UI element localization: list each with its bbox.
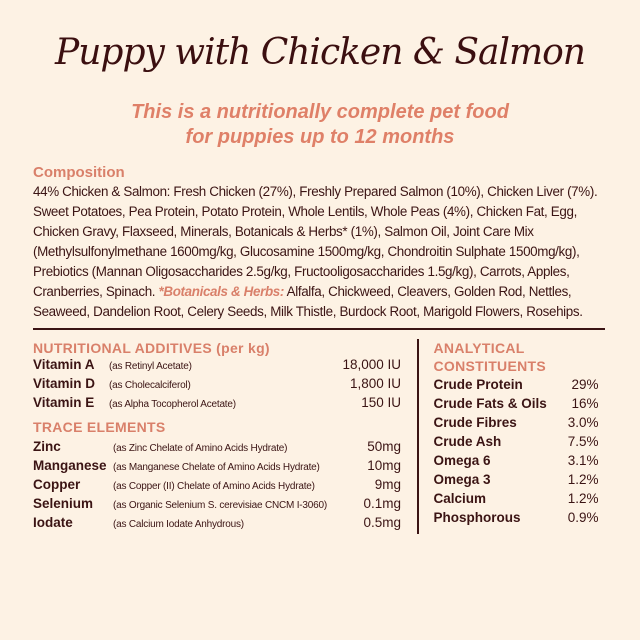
nutrient-value: 10mg	[367, 457, 401, 473]
product-title: Puppy with Chicken & Salmon	[55, 32, 586, 73]
divider-vertical	[417, 338, 419, 534]
nutrient-source: (as Cholecalciferol)	[109, 379, 191, 391]
nutrient-source: (as Manganese Chelate of Amino Acids Hyd…	[113, 461, 320, 473]
nutrient-name: Manganese	[33, 457, 107, 473]
nutrient-value: 1.2%	[567, 471, 599, 487]
table-row: Crude Protein 29%	[434, 377, 599, 396]
analytical-section: ANALYTICAL CONSTITUENTS Crude Protein 29%…	[434, 339, 599, 534]
table-row: Copper (as Copper (II) Chelate of Amino A…	[33, 477, 401, 496]
divider-horizontal	[33, 328, 605, 330]
composition-text: 44% Chicken & Salmon: Fresh Chicken (27%…	[33, 182, 618, 322]
nutrient-name: Omega 6	[433, 452, 491, 468]
composition-heading: Composition	[33, 164, 125, 181]
table-row: Omega 6 3.1%	[434, 453, 599, 472]
nutrient-value: 0.5mg	[363, 514, 401, 530]
nutrient-value: 1,800 IU	[349, 375, 401, 391]
nutrient-value: 9mg	[374, 476, 401, 492]
subtitle-line: This is a nutritionally complete pet foo…	[131, 101, 509, 123]
table-row: Selenium (as Organic Selenium S. cerevisi…	[33, 496, 401, 515]
nutrient-value: 0.1mg	[363, 495, 401, 511]
nutrient-value: 50mg	[367, 438, 401, 454]
table-row: Omega 3 1.2%	[434, 472, 599, 491]
table-row: Vitamin D (as Cholecalciferol) 1,800 IU	[33, 376, 401, 395]
botanicals-text: Alfalfa, Chickweed, Cleavers, Golden Rod…	[33, 284, 583, 319]
nutrient-name: Vitamin E	[33, 394, 95, 410]
nutrient-name: Crude Fibres	[433, 414, 517, 430]
table-row: Crude Fibres 3.0%	[434, 415, 599, 434]
nutrient-name: Copper	[33, 476, 81, 492]
nutrient-name: Omega 3	[433, 471, 491, 487]
analytical-heading: CONSTITUENTS	[433, 357, 546, 374]
nutrient-name: Phosphorous	[433, 509, 521, 525]
nutrient-source: (as Alpha Tocopherol Acetate)	[109, 398, 236, 410]
nutrient-name: Vitamin A	[33, 356, 95, 372]
table-row: Phosphorous 0.9%	[434, 510, 599, 529]
table-row: Crude Ash 7.5%	[434, 434, 599, 453]
nutrient-name: Iodate	[33, 514, 73, 530]
nutrient-source: (as Copper (II) Chelate of Amino Acids H…	[113, 480, 315, 492]
table-row: Vitamin E (as Alpha Tocopherol Acetate) 15…	[33, 395, 401, 414]
nutrient-source: (as Zinc Chelate of Amino Acids Hydrate)	[113, 442, 288, 454]
table-row: Vitamin A (as Retinyl Acetate) 18,000 IU	[33, 357, 401, 376]
ingredients-text: 44% Chicken & Salmon: Fresh Chicken (27%…	[33, 184, 598, 299]
nutrient-name: Selenium	[33, 495, 94, 511]
nutrient-source: (as Calcium Iodate Anhydrous)	[113, 518, 244, 530]
table-row: Iodate (as Calcium Iodate Anhydrous) 0.5mg	[33, 515, 401, 534]
nutritional-additives-heading: NUTRITIONAL ADDITIVES (per kg)	[33, 339, 270, 356]
nutrient-value: 29%	[571, 376, 599, 392]
nutrient-name: Vitamin D	[33, 375, 96, 391]
trace-elements-heading: TRACE ELEMENTS	[33, 418, 166, 435]
subtitle-line: for puppies up to 12 months	[185, 126, 455, 148]
nutrient-name: Zinc	[33, 438, 61, 454]
table-row: Calcium 1.2%	[434, 491, 599, 510]
nutrient-value: 18,000 IU	[342, 356, 401, 372]
table-row: Zinc (as Zinc Chelate of Amino Acids Hydr…	[33, 439, 401, 458]
label-body: Composition 44% Chicken & Salmon: Fresh …	[33, 164, 618, 550]
additives-section: NUTRITIONAL ADDITIVES (per kg) Vitamin A…	[33, 339, 401, 534]
nutrient-value: 150 IU	[361, 394, 401, 410]
nutrient-value: 3.0%	[567, 414, 599, 430]
nutrient-name: Crude Ash	[433, 433, 502, 449]
nutrient-source: (as Retinyl Acetate)	[109, 360, 192, 372]
nutrient-name: Crude Protein	[433, 376, 523, 392]
nutrition-columns: NUTRITIONAL ADDITIVES (per kg) Vitamin A…	[33, 338, 618, 534]
nutrient-value: 16%	[571, 395, 599, 411]
nutrient-name: Crude Fats & Oils	[433, 395, 547, 411]
nutrient-value: 0.9%	[567, 509, 599, 525]
botanicals-heading: *Botanicals & Herbs:	[158, 284, 285, 299]
analytical-heading: ANALYTICAL	[433, 339, 525, 356]
product-subtitle: This is a nutritionally complete pet foo…	[0, 100, 640, 150]
table-row: Crude Fats & Oils 16%	[434, 396, 599, 415]
nutrient-name: Calcium	[433, 490, 487, 506]
nutrient-value: 3.1%	[567, 452, 599, 468]
table-row: Manganese (as Manganese Chelate of Amino …	[33, 458, 401, 477]
nutrient-value: 1.2%	[567, 490, 599, 506]
nutrient-source: (as Organic Selenium S. cerevisiae CNCM …	[113, 499, 328, 511]
nutrient-value: 7.5%	[567, 433, 599, 449]
